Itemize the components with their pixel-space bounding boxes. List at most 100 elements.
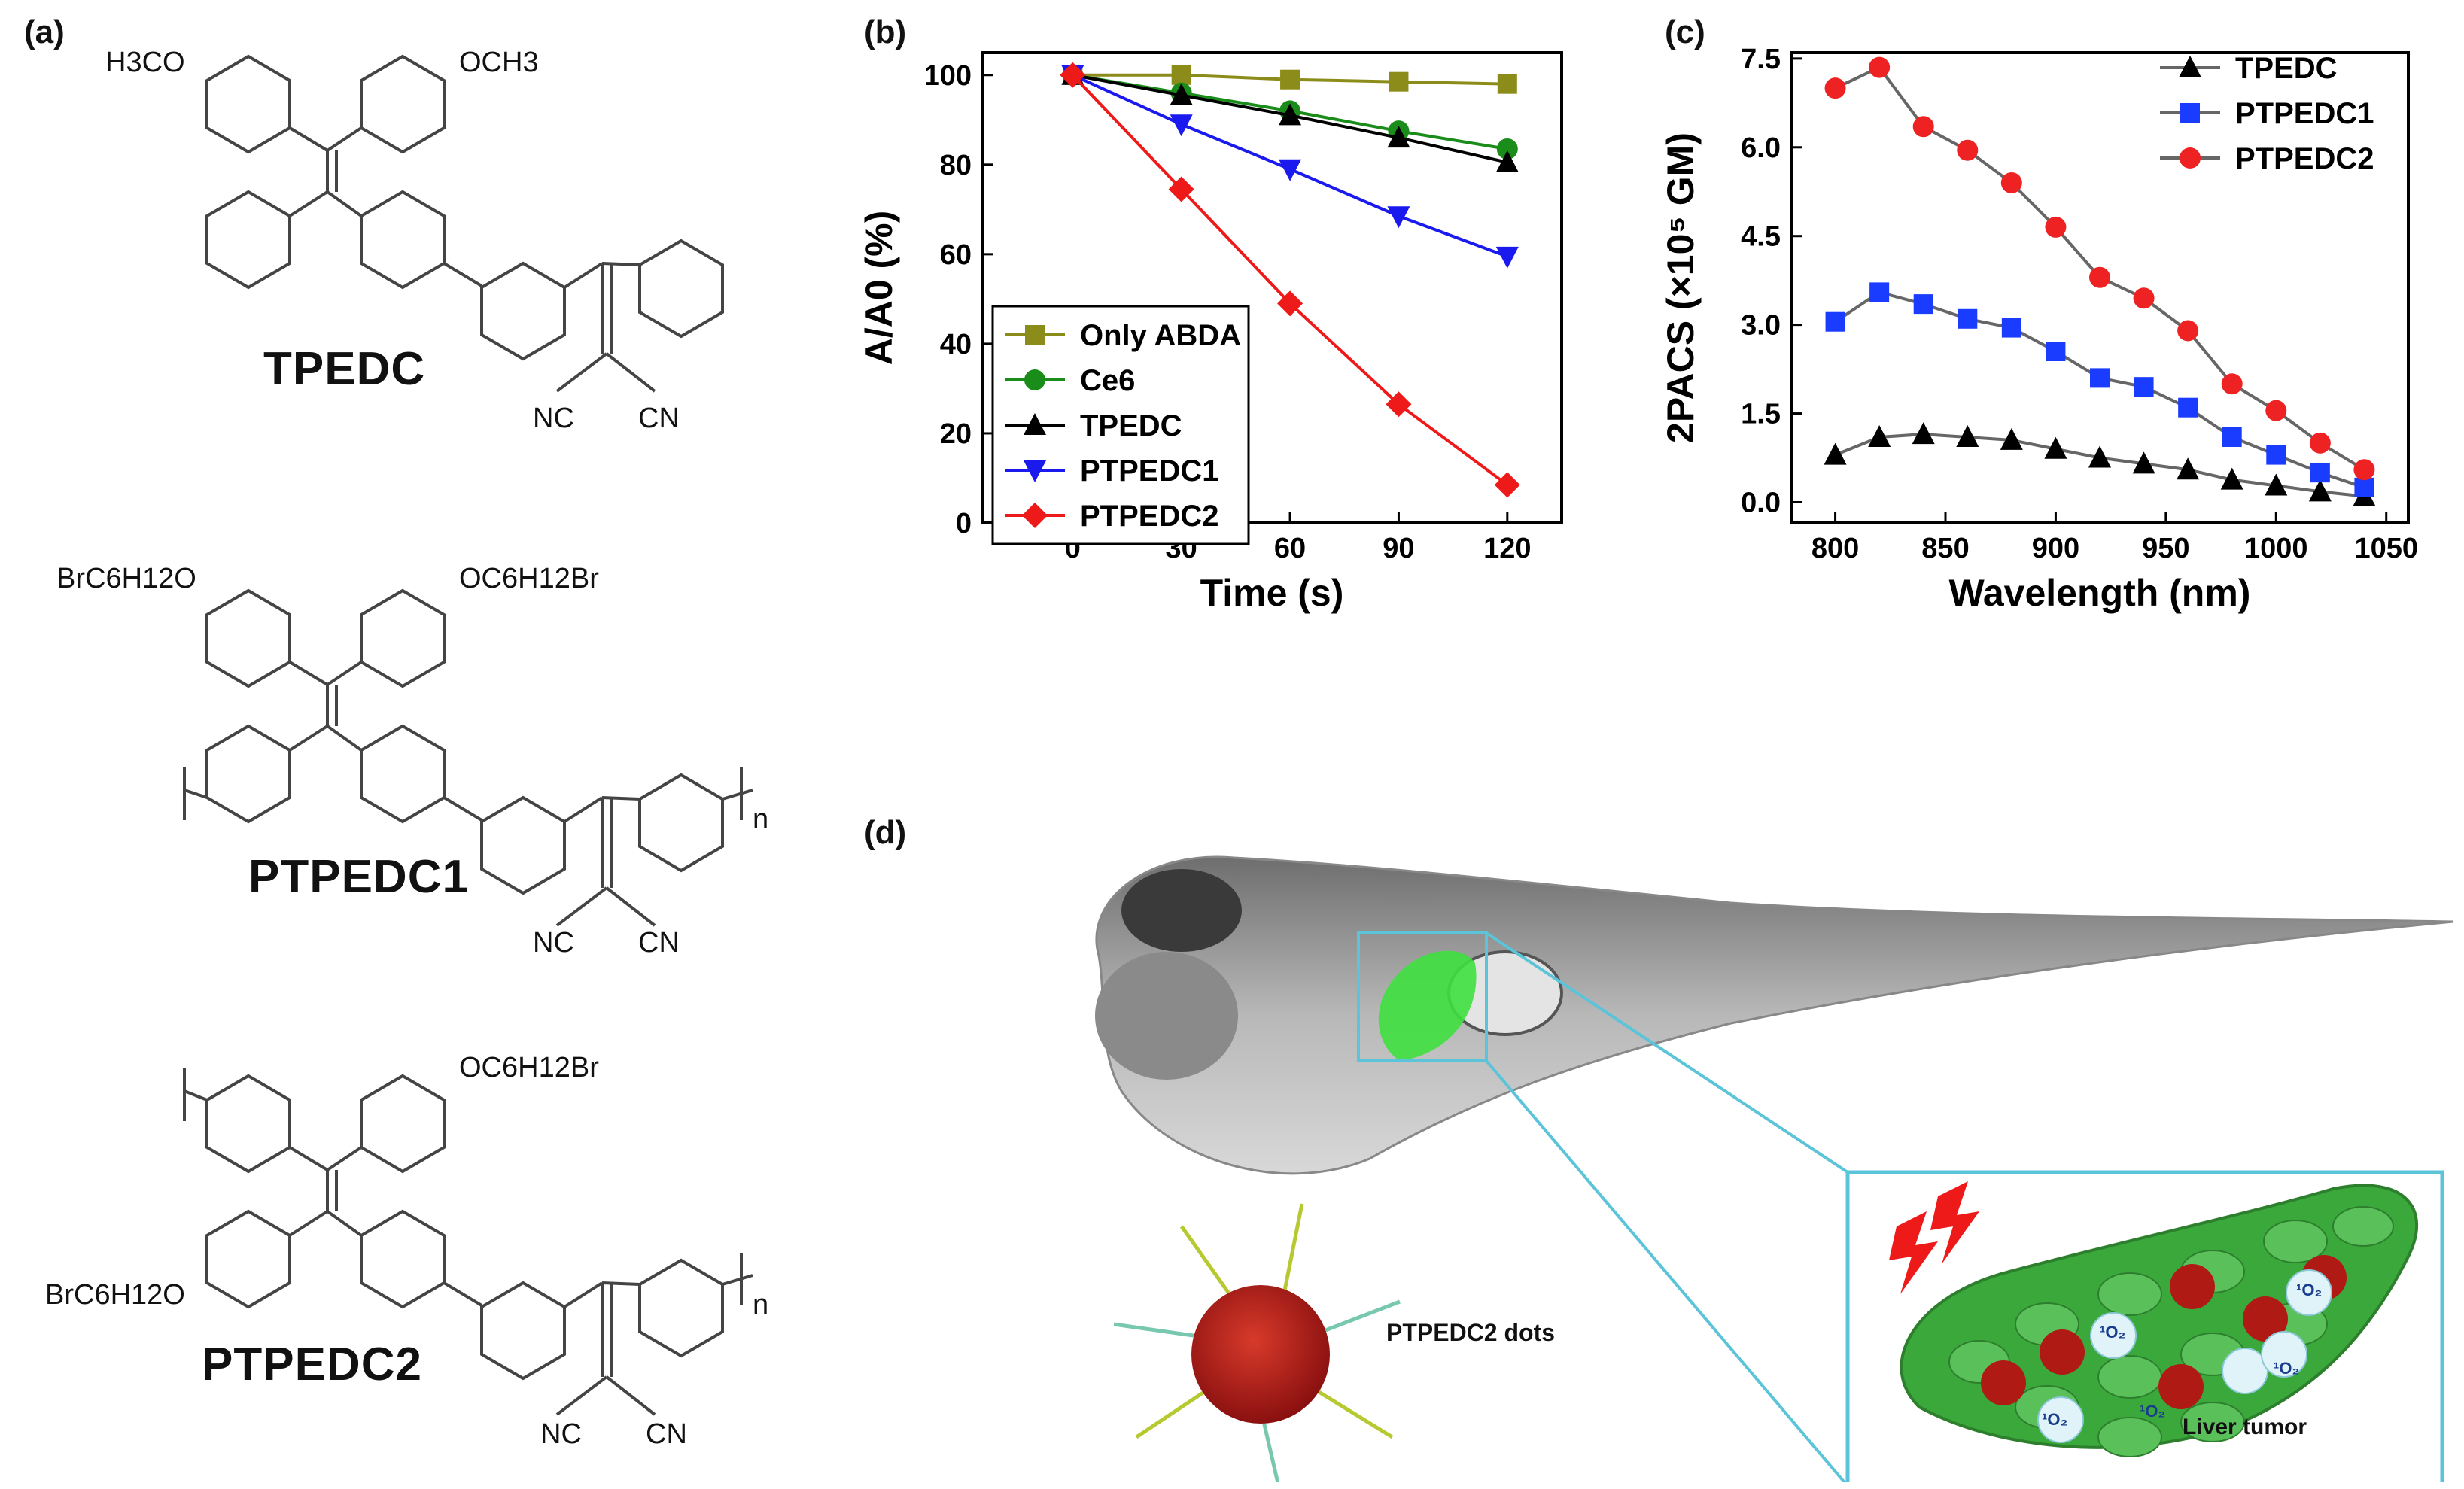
data-point xyxy=(1494,472,1520,498)
x-tick-label: 900 xyxy=(2032,533,2079,564)
ptpedc1-cn: CN xyxy=(638,927,680,959)
zebrafish-eye xyxy=(1121,869,1242,952)
singlet-oxygen-label: ¹O₂ xyxy=(2100,1323,2126,1342)
legend-label: PTPEDC2 xyxy=(2235,142,2374,175)
data-point xyxy=(2309,432,2331,454)
data-point xyxy=(2221,373,2243,395)
ptpedc1-name: PTPEDC1 xyxy=(248,851,469,903)
benzene-ring xyxy=(360,1074,446,1174)
panel-label-d: (d) xyxy=(864,814,907,851)
plot-frame xyxy=(1790,51,2410,524)
data-point xyxy=(2354,477,2374,497)
data-point xyxy=(1060,62,1086,88)
ptpedc2-name: PTPEDC2 xyxy=(202,1339,422,1390)
x-tick-label: 850 xyxy=(1921,533,1969,564)
zebrafish-illustration xyxy=(1095,855,2453,1482)
y-tick-label: 3.0 xyxy=(1741,310,1781,342)
data-point xyxy=(1913,294,1933,315)
ptpedc2-repeat-n: n xyxy=(753,1289,769,1320)
liver-highlight-box xyxy=(1357,931,1488,1062)
singlet-oxygen-bubbles xyxy=(2037,1269,2332,1443)
lightning-icon xyxy=(1889,1181,1979,1294)
data-point xyxy=(1277,290,1303,317)
data-point xyxy=(1869,282,1890,302)
data-point xyxy=(1387,126,1410,148)
data-point xyxy=(1958,308,1978,329)
legend-marker xyxy=(1024,460,1046,482)
benzene-ring xyxy=(480,261,566,361)
data-point xyxy=(1387,206,1410,229)
data-point xyxy=(2222,427,2242,448)
x-tick-label: 120 xyxy=(1483,533,1531,564)
data-point xyxy=(1824,442,1847,465)
x-tick-label: 1000 xyxy=(2244,533,2308,564)
data-point xyxy=(2044,436,2067,459)
benzene-ring xyxy=(360,54,446,154)
data-point xyxy=(2177,457,2200,480)
data-point xyxy=(1957,139,1979,161)
y-axis-label: A/A0 (%) xyxy=(858,211,900,366)
benzene-ring xyxy=(360,190,446,290)
legend-marker xyxy=(2179,56,2201,77)
data-point xyxy=(1170,114,1193,137)
series-tpedc xyxy=(1824,422,2376,506)
x-axis-label: Wavelength (nm) xyxy=(1949,572,2251,614)
data-point xyxy=(1956,425,1979,448)
data-point xyxy=(1912,422,1935,445)
x-tick-label: 90 xyxy=(1383,533,1414,564)
data-point xyxy=(2134,377,2154,397)
benzene-ring xyxy=(205,190,291,290)
x-tick-label: 1050 xyxy=(2354,533,2418,564)
data-point xyxy=(1825,311,1845,332)
x-tick-label: 60 xyxy=(1274,533,1306,564)
data-point xyxy=(2265,400,2287,421)
data-point xyxy=(2090,368,2110,388)
legend-label: TPEDC xyxy=(1080,409,1182,442)
data-point xyxy=(2178,397,2198,418)
y-tick-label: 60 xyxy=(940,239,972,271)
tpedc-cn: CN xyxy=(638,403,680,434)
y-tick-label: 1.5 xyxy=(1741,399,1781,430)
singlet-oxygen-label: ¹O₂ xyxy=(2140,1402,2166,1421)
dots-label: PTPEDC2 dots xyxy=(1386,1319,1556,1346)
series-only-abda xyxy=(1063,65,1517,94)
benzene-ring xyxy=(205,1074,291,1174)
legend-marker xyxy=(1022,503,1048,528)
legend-marker xyxy=(1024,413,1046,435)
data-point xyxy=(2133,287,2155,309)
data-point xyxy=(2000,427,2023,450)
benzene-ring xyxy=(638,1258,724,1358)
data-point xyxy=(1386,391,1412,418)
panel-label-a: (a) xyxy=(24,14,65,50)
data-point xyxy=(1171,65,1191,85)
data-point xyxy=(1389,71,1409,92)
data-point xyxy=(2177,320,2199,342)
benzene-ring xyxy=(205,588,291,688)
zebrafish-head xyxy=(1095,952,1238,1080)
singlet-oxygen-label: ¹O₂ xyxy=(2296,1281,2323,1299)
benzene-ring xyxy=(480,795,566,895)
legend-marker xyxy=(1024,369,1045,390)
data-point xyxy=(1168,176,1194,202)
chart-c-2pa-cross-section: 800 850 900 950 1000 1050 0.0 1.5 3.0 4.5 6.0 7.5 Wa… xyxy=(1659,44,2418,614)
ptpedc1-nc: NC xyxy=(533,927,574,959)
tumor-nanoparticles xyxy=(1981,1255,2347,1409)
benzene-ring xyxy=(638,773,724,873)
panel-label-b: (b) xyxy=(864,14,907,50)
benzene-ring xyxy=(360,1209,446,1309)
data-point xyxy=(1497,74,1517,94)
series-ptpedc1 xyxy=(1825,282,2374,497)
tpedc-name: TPEDC xyxy=(263,343,426,395)
series-ptpedc1 xyxy=(1061,65,1519,269)
legend-label: TPEDC xyxy=(2235,52,2338,85)
data-point xyxy=(1495,246,1519,269)
data-point xyxy=(1496,138,1518,160)
legend-label: PTPEDC1 xyxy=(1080,454,1219,488)
ptpedc2-cn: CN xyxy=(646,1418,687,1450)
data-point xyxy=(2089,266,2110,288)
data-point xyxy=(2308,479,2332,502)
series-ptpedc2 xyxy=(1824,56,2375,481)
y-tick-label: 4.5 xyxy=(1741,221,1781,253)
benzene-ring xyxy=(480,1281,566,1381)
